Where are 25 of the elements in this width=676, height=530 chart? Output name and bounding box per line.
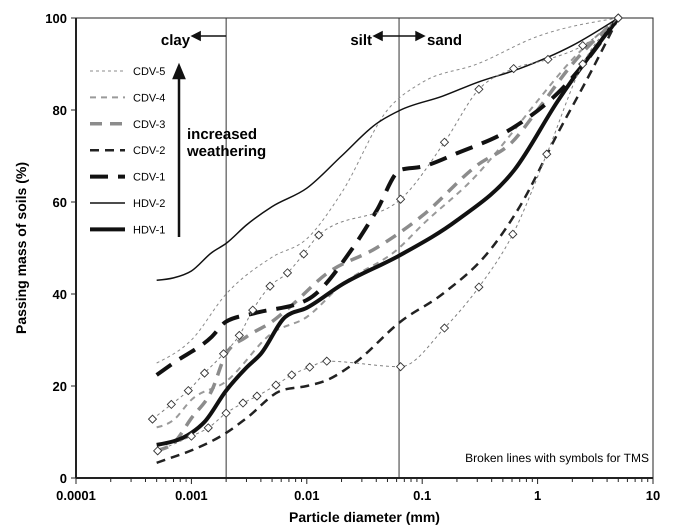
x-tick-label: 0.0001 — [56, 488, 96, 503]
x-axis-title: Particle diameter (mm) — [289, 509, 440, 525]
y-tick-label: 20 — [52, 379, 67, 394]
x-tick-label: 1 — [534, 488, 542, 503]
annotation: clay — [160, 32, 191, 49]
y-axis-title: Passing mass of soils (%) — [13, 162, 29, 334]
y-tick-label: 0 — [60, 471, 67, 486]
y-tick-label: 60 — [52, 195, 67, 210]
x-tick-label: 0.001 — [175, 488, 208, 503]
annotation: sand — [427, 32, 462, 49]
y-tick-label: 80 — [52, 103, 67, 118]
legend-label: CDV-1 — [133, 172, 166, 184]
legend-label: CDV-4 — [133, 92, 166, 104]
y-tick-label: 40 — [52, 287, 67, 302]
legend-label: CDV-3 — [133, 118, 166, 131]
x-tick-label: 0.01 — [294, 488, 320, 503]
x-tick-label: 10 — [646, 488, 660, 503]
x-tick-label: 0.1 — [413, 488, 432, 503]
legend-label: CDV-5 — [133, 66, 166, 78]
annotation: Broken lines with symbols for TMS — [465, 451, 649, 465]
y-tick-label: 100 — [45, 11, 67, 26]
legend-label: CDV-2 — [133, 145, 166, 158]
legend-label: HDV-1 — [133, 224, 166, 236]
legend-label: HDV-2 — [133, 198, 166, 210]
annotation: silt — [350, 32, 372, 49]
